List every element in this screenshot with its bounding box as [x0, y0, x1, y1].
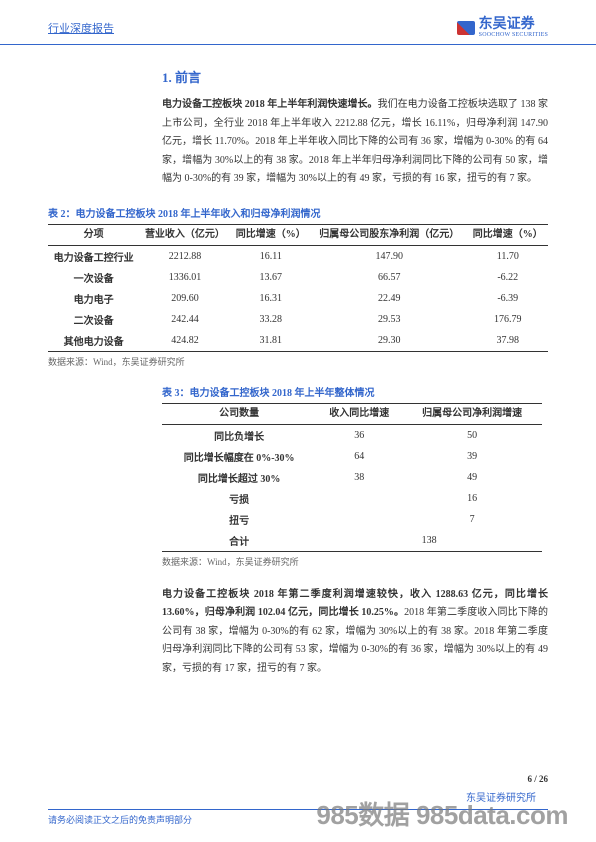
table2-title: 表 2：电力设备工控板块 2018 年上半年收入和归母净利润情况	[48, 205, 548, 220]
td: 29.53	[311, 309, 468, 330]
td: -6.39	[468, 288, 548, 309]
table-row: 同比负增长3650	[162, 424, 542, 446]
td: 16.31	[231, 288, 311, 309]
header-report-type: 行业深度报告	[48, 20, 114, 36]
td: 49	[402, 467, 542, 488]
th: 公司数量	[162, 403, 316, 424]
table2-source: 数据来源：Wind，东吴证券研究所	[48, 355, 548, 368]
logo: 东吴证券 SOOCHOW SECURITIES	[457, 18, 548, 38]
th: 营业收入（亿元）	[139, 224, 230, 245]
td: 176.79	[468, 309, 548, 330]
td: 其他电力设备	[48, 330, 139, 352]
table-row: 二次设备242.4433.2829.53176.79	[48, 309, 548, 330]
td: 合计	[162, 530, 316, 552]
th: 分项	[48, 224, 139, 245]
td: 同比负增长	[162, 424, 316, 446]
table-row: 分项 营业收入（亿元） 同比增速（%） 归属母公司股东净利润（亿元） 同比增速（…	[48, 224, 548, 245]
table-row: 电力设备工控行业2212.8816.11147.9011.70	[48, 245, 548, 267]
watermark: 985数据 985data.com	[316, 795, 568, 832]
td: 38	[316, 467, 402, 488]
td: 1336.01	[139, 267, 230, 288]
td: 33.28	[231, 309, 311, 330]
paragraph-2: 电力设备工控板块 2018 年第二季度利润增速较快，收入 1288.63 亿元，…	[162, 586, 548, 679]
table-row: 合计138	[162, 530, 542, 552]
table-2: 分项 营业收入（亿元） 同比增速（%） 归属母公司股东净利润（亿元） 同比增速（…	[48, 224, 548, 352]
td: 电力电子	[48, 288, 139, 309]
td: 31.81	[231, 330, 311, 352]
td: 二次设备	[48, 309, 139, 330]
td	[316, 509, 402, 530]
td: 亏损	[162, 488, 316, 509]
td: 同比增长幅度在 0%-30%	[162, 446, 316, 467]
td: 2212.88	[139, 245, 230, 267]
page-number: 6 / 26	[527, 774, 548, 784]
table-row: 扭亏 7	[162, 509, 542, 530]
td: 50	[402, 424, 542, 446]
td: 16	[402, 488, 542, 509]
td: 扭亏	[162, 509, 316, 530]
td: 一次设备	[48, 267, 139, 288]
td: -6.22	[468, 267, 548, 288]
td: 36	[316, 424, 402, 446]
th: 同比增速（%）	[468, 224, 548, 245]
td: 电力设备工控行业	[48, 245, 139, 267]
table3-source: 数据来源：Wind，东吴证券研究所	[162, 555, 548, 568]
td: 147.90	[311, 245, 468, 267]
table-3: 公司数量 收入同比增速 归属母公司净利润增速 同比负增长3650同比增长幅度在 …	[162, 403, 542, 552]
para1-lead: 电力设备工控板块 2018 年上半年利润快速增长。	[162, 99, 378, 110]
table-row: 同比增长幅度在 0%-30%6439	[162, 446, 542, 467]
td	[316, 488, 402, 509]
logo-icon	[457, 21, 475, 35]
td: 29.30	[311, 330, 468, 352]
th: 归属母公司股东净利润（亿元）	[311, 224, 468, 245]
th: 同比增速（%）	[231, 224, 311, 245]
table-row: 同比增长超过 30%3849	[162, 467, 542, 488]
td: 209.60	[139, 288, 230, 309]
td: 16.11	[231, 245, 311, 267]
logo-cn: 东吴证券	[479, 18, 548, 32]
td: 138	[316, 530, 542, 552]
table-row: 电力电子209.6016.3122.49-6.39	[48, 288, 548, 309]
paragraph-1: 电力设备工控板块 2018 年上半年利润快速增长。我们在电力设备工控板块选取了 …	[162, 96, 548, 189]
td: 同比增长超过 30%	[162, 467, 316, 488]
td: 66.57	[311, 267, 468, 288]
th: 归属母公司净利润增速	[402, 403, 542, 424]
table-row: 其他电力设备424.8231.8129.3037.98	[48, 330, 548, 352]
para1-body: 我们在电力设备工控板块选取了 138 家上市公司，全行业 2018 年上半年收入…	[162, 99, 548, 184]
section-title: 1. 前言	[162, 67, 548, 86]
td: 424.82	[139, 330, 230, 352]
table-row: 亏损 16	[162, 488, 542, 509]
td: 13.67	[231, 267, 311, 288]
td: 37.98	[468, 330, 548, 352]
table3-title: 表 3：电力设备工控板块 2018 年上半年整体情况	[162, 384, 548, 399]
table-row: 公司数量 收入同比增速 归属母公司净利润增速	[162, 403, 542, 424]
td: 64	[316, 446, 402, 467]
td: 22.49	[311, 288, 468, 309]
logo-en: SOOCHOW SECURITIES	[479, 32, 548, 38]
table-row: 一次设备1336.0113.6766.57-6.22	[48, 267, 548, 288]
th: 收入同比增速	[316, 403, 402, 424]
td: 11.70	[468, 245, 548, 267]
td: 242.44	[139, 309, 230, 330]
td: 39	[402, 446, 542, 467]
td: 7	[402, 509, 542, 530]
footer-disclaimer: 请务必阅读正文之后的免责声明部分	[48, 813, 192, 826]
